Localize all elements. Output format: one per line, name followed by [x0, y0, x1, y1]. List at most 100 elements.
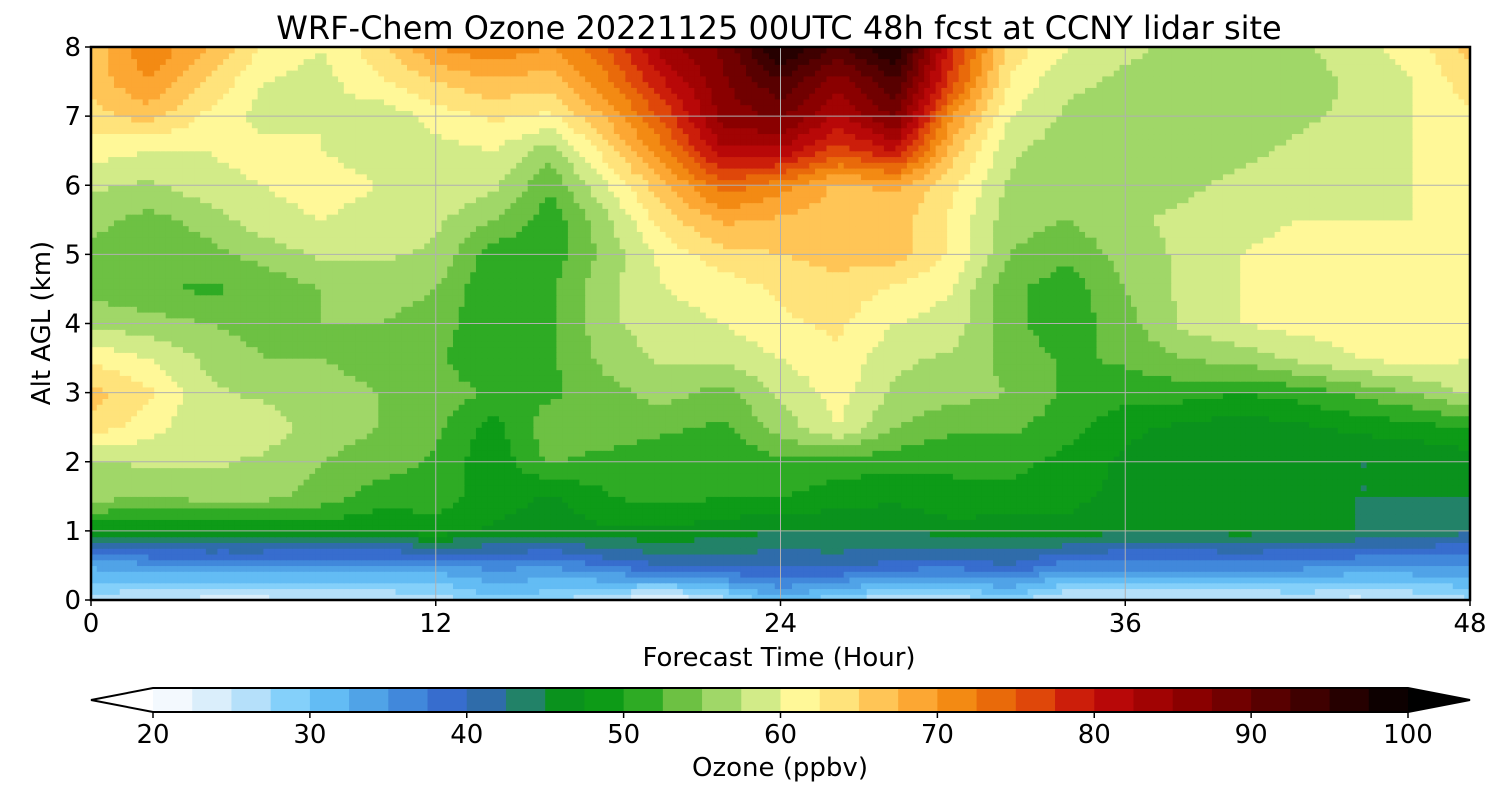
heatmap-cell: [1200, 537, 1206, 543]
heatmap-cell: [1033, 588, 1039, 594]
heatmap-cell: [183, 496, 189, 502]
heatmap-cell: [1286, 496, 1292, 502]
heatmap-cell: [855, 583, 861, 589]
heatmap-cell: [332, 502, 338, 508]
heatmap-cell: [286, 496, 292, 502]
heatmap-cell: [263, 496, 269, 502]
heatmap-cell: [1097, 496, 1103, 502]
heatmap-cell: [487, 491, 493, 497]
heatmap-cell: [390, 537, 396, 543]
heatmap-cell: [1321, 542, 1327, 548]
heatmap-cell: [344, 583, 350, 589]
heatmap-cell: [1418, 531, 1424, 537]
heatmap-cell: [723, 479, 729, 485]
heatmap-cell: [1441, 531, 1447, 537]
heatmap-cell: [637, 502, 643, 508]
heatmap-cell: [499, 491, 505, 497]
heatmap-cell: [976, 554, 982, 560]
heatmap-cell: [189, 571, 195, 577]
heatmap-cell: [355, 491, 361, 497]
heatmap-cell: [114, 491, 120, 497]
heatmap-cell: [614, 554, 620, 560]
heatmap-cell: [608, 554, 614, 560]
heatmap-cell: [419, 554, 425, 560]
heatmap-cell: [1194, 537, 1200, 543]
heatmap-cell: [160, 577, 166, 583]
heatmap-cell: [1165, 508, 1171, 514]
heatmap-cell: [1062, 577, 1068, 583]
heatmap-cell: [1022, 502, 1028, 508]
heatmap-cell: [568, 531, 574, 537]
heatmap-cell: [361, 519, 367, 525]
heatmap-cell: [1269, 519, 1275, 525]
heatmap-cell: [1309, 554, 1315, 560]
heatmap-cell: [206, 485, 212, 491]
heatmap-cell: [1223, 588, 1229, 594]
heatmap-cell: [1378, 491, 1384, 497]
heatmap-cell: [654, 531, 660, 537]
heatmap-cell: [1068, 554, 1074, 560]
heatmap-cell: [304, 565, 310, 571]
heatmap-cell: [453, 519, 459, 525]
heatmap-cell: [125, 514, 131, 520]
heatmap-cell: [1344, 514, 1350, 520]
heatmap-cell: [189, 537, 195, 543]
heatmap-cell: [1206, 554, 1212, 560]
heatmap-cell: [643, 514, 649, 520]
heatmap-cell: [608, 560, 614, 566]
heatmap-cell: [229, 514, 235, 520]
heatmap-cell: [413, 485, 419, 491]
heatmap-cell: [143, 577, 149, 583]
heatmap-cell: [970, 519, 976, 525]
heatmap-cell: [648, 554, 654, 560]
heatmap-cell: [1183, 502, 1189, 508]
heatmap-cell: [108, 485, 114, 491]
heatmap-cell: [1234, 531, 1240, 537]
heatmap-cell: [1039, 491, 1045, 497]
heatmap-cell: [315, 514, 321, 520]
heatmap-cell: [1384, 577, 1390, 583]
heatmap-cell: [1269, 508, 1275, 514]
heatmap-cell: [562, 496, 568, 502]
heatmap-cell: [895, 548, 901, 554]
heatmap-cell: [1033, 485, 1039, 491]
heatmap-cell: [1286, 554, 1292, 560]
heatmap-cell: [1177, 485, 1183, 491]
heatmap-cell: [574, 519, 580, 525]
heatmap-cell: [1459, 485, 1465, 491]
heatmap-cell: [752, 514, 758, 520]
heatmap-cell: [252, 479, 258, 485]
heatmap-cell: [1298, 496, 1304, 502]
heatmap-cell: [125, 577, 131, 583]
heatmap-cell: [108, 577, 114, 583]
heatmap-cell: [666, 485, 672, 491]
heatmap-cell: [614, 491, 620, 497]
heatmap-cell: [781, 588, 787, 594]
heatmap-cell: [999, 514, 1005, 520]
heatmap-cell: [918, 583, 924, 589]
heatmap-cell: [551, 514, 557, 520]
heatmap-cell: [608, 491, 614, 497]
heatmap-cell: [166, 519, 172, 525]
heatmap-cell: [556, 571, 562, 577]
heatmap-cell: [442, 514, 448, 520]
heatmap-cell: [470, 531, 476, 537]
heatmap-cell: [867, 508, 873, 514]
heatmap-cell: [258, 554, 264, 560]
heatmap-cell: [522, 583, 528, 589]
heatmap-cell: [683, 514, 689, 520]
heatmap-cell: [597, 479, 603, 485]
heatmap-cell: [304, 560, 310, 566]
heatmap-cell: [953, 514, 959, 520]
heatmap-cell: [269, 485, 275, 491]
heatmap-cell: [1200, 571, 1206, 577]
heatmap-cell: [1194, 577, 1200, 583]
heatmap-cell: [786, 577, 792, 583]
heatmap-cell: [217, 588, 223, 594]
heatmap-cell: [758, 537, 764, 543]
heatmap-cell: [1252, 537, 1258, 543]
heatmap-cell: [803, 537, 809, 543]
heatmap-cell: [1459, 519, 1465, 525]
heatmap-cell: [562, 531, 568, 537]
heatmap-cell: [407, 491, 413, 497]
